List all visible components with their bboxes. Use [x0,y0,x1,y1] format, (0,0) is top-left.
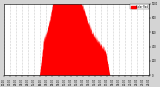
Legend: Solar Rad: Solar Rad [130,4,149,9]
